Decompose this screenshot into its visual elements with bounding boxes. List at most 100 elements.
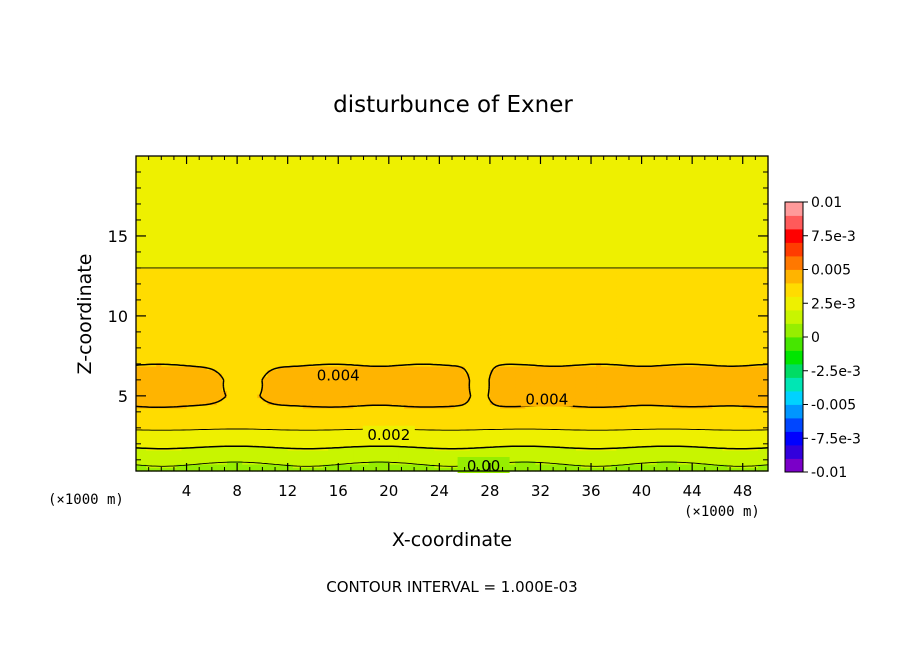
field-cell — [757, 432, 764, 437]
field-cell — [136, 464, 142, 469]
field-cell — [282, 387, 289, 392]
field-cell — [732, 387, 739, 392]
field-cell — [641, 373, 648, 378]
field-cell — [449, 387, 456, 392]
field-cell — [459, 362, 466, 367]
field-cell — [570, 348, 577, 353]
field-cell — [414, 418, 420, 423]
field-cell — [722, 415, 729, 420]
field-cell — [494, 380, 501, 385]
field-cell — [242, 436, 248, 441]
field-cell — [323, 411, 329, 416]
field-cell — [393, 376, 400, 381]
field-cell — [373, 453, 380, 458]
field-cell — [267, 450, 274, 455]
field-cell — [560, 436, 567, 441]
field-cell — [257, 450, 263, 455]
field-cell — [368, 415, 375, 420]
field-cell — [373, 380, 380, 385]
field-cell — [282, 429, 289, 434]
field-cell — [626, 453, 633, 458]
field-cell — [692, 380, 698, 385]
field-cell — [525, 432, 531, 437]
field-cell — [596, 359, 602, 364]
field-cell — [409, 355, 415, 360]
field-cell — [242, 404, 248, 409]
field-cell — [429, 338, 435, 343]
field-cell — [378, 387, 385, 392]
field-cell — [707, 439, 713, 444]
field-cell — [570, 439, 577, 444]
field-cell — [606, 383, 612, 388]
field-cell — [287, 397, 294, 402]
field-cell — [156, 425, 162, 430]
field-cell — [424, 450, 430, 455]
field-cell — [307, 397, 314, 402]
field-cell — [237, 390, 243, 395]
field-cell — [687, 331, 693, 336]
field-cell — [181, 331, 188, 336]
field-cell — [318, 450, 324, 455]
field-cell — [560, 366, 567, 371]
field-cell — [312, 401, 319, 406]
field-cell — [469, 362, 476, 367]
field-cell — [671, 359, 678, 364]
field-cell — [687, 373, 693, 378]
field-cell — [469, 439, 476, 444]
field-cell — [661, 467, 668, 472]
field-cell — [353, 408, 360, 413]
field-cell — [494, 348, 501, 353]
field-cell — [221, 425, 228, 430]
field-cell — [469, 359, 476, 364]
field-cell — [646, 390, 653, 395]
field-cell — [550, 352, 557, 357]
field-cell — [358, 436, 365, 441]
field-cell — [717, 432, 724, 437]
field-cell — [211, 355, 218, 360]
field-cell — [348, 348, 355, 353]
field-cell — [500, 373, 506, 378]
field-cell — [414, 415, 420, 420]
field-cell — [565, 450, 572, 455]
field-cell — [530, 422, 537, 427]
field-cell — [247, 380, 253, 385]
field-cell — [682, 443, 688, 448]
field-cell — [712, 408, 719, 413]
field-cell — [666, 387, 673, 392]
field-cell — [186, 436, 193, 441]
field-cell — [151, 348, 157, 353]
field-cell — [454, 429, 461, 434]
field-cell — [156, 450, 162, 455]
field-cell — [535, 345, 542, 350]
field-cell — [318, 453, 324, 458]
field-cell — [601, 408, 607, 413]
field-cell — [682, 464, 688, 469]
field-cell — [515, 390, 521, 395]
field-cell — [388, 362, 395, 367]
field-cell — [580, 408, 587, 413]
field-cell — [570, 362, 577, 367]
field-cell — [580, 387, 587, 392]
field-cell — [631, 383, 638, 388]
field-cell — [580, 443, 587, 448]
field-cell — [737, 341, 744, 346]
field-cell — [656, 429, 663, 434]
field-cell — [146, 383, 152, 388]
field-cell — [221, 464, 228, 469]
field-cell — [484, 439, 491, 444]
field-cell — [479, 397, 486, 402]
field-cell — [737, 338, 744, 343]
field-cell — [247, 355, 253, 360]
field-cell — [373, 415, 380, 420]
field-cell — [671, 355, 678, 360]
field-cell — [419, 453, 425, 458]
field-cell — [348, 457, 355, 462]
field-cell — [151, 418, 157, 423]
field-cell — [282, 460, 289, 465]
field-cell — [575, 397, 582, 402]
field-cell — [459, 429, 466, 434]
field-cell — [697, 397, 703, 402]
field-cell — [550, 418, 557, 423]
field-cell — [191, 453, 198, 458]
field-cell — [302, 380, 309, 385]
